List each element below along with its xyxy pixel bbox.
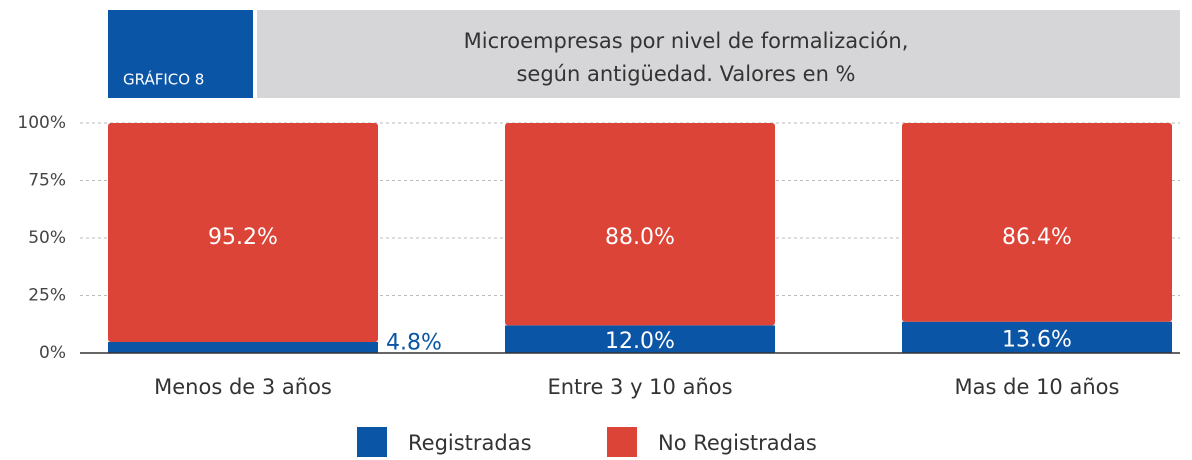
title-box [257, 10, 1180, 98]
badge-label: GRÁFICO 8 [123, 70, 204, 89]
bar-segment [505, 123, 775, 326]
y-tick-label: 50% [28, 228, 66, 248]
data-label: 12.0% [605, 329, 675, 354]
data-label: 86.4% [1002, 225, 1072, 250]
x-tick-label: Mas de 10 años [955, 375, 1120, 399]
legend-swatch [357, 427, 387, 457]
bar-segment [902, 321, 1172, 353]
legend-swatch [607, 427, 637, 457]
x-tick-label: Menos de 3 años [154, 375, 332, 399]
y-tick-label: 75% [28, 171, 66, 191]
y-tick-label: 25% [28, 286, 66, 306]
bar-segment [108, 341, 378, 353]
data-label: 13.6% [1002, 327, 1072, 352]
data-label: 95.2% [208, 225, 278, 250]
y-tick-label: 100% [17, 113, 66, 133]
chart-title: Microempresas por nivel de formalización… [464, 29, 909, 53]
badge-box [108, 10, 253, 98]
legend-label: Registradas [408, 431, 532, 455]
data-label: 88.0% [605, 225, 675, 250]
y-tick-label: 0% [39, 343, 66, 363]
x-tick-label: Entre 3 y 10 años [547, 375, 732, 399]
bar-segment [108, 123, 378, 342]
chart-title: según antigüedad. Valores en % [516, 62, 855, 86]
legend-label: No Registradas [658, 431, 817, 455]
bar-segment [902, 123, 1172, 322]
bar-segment [505, 325, 775, 353]
data-label: 4.8% [386, 330, 442, 355]
